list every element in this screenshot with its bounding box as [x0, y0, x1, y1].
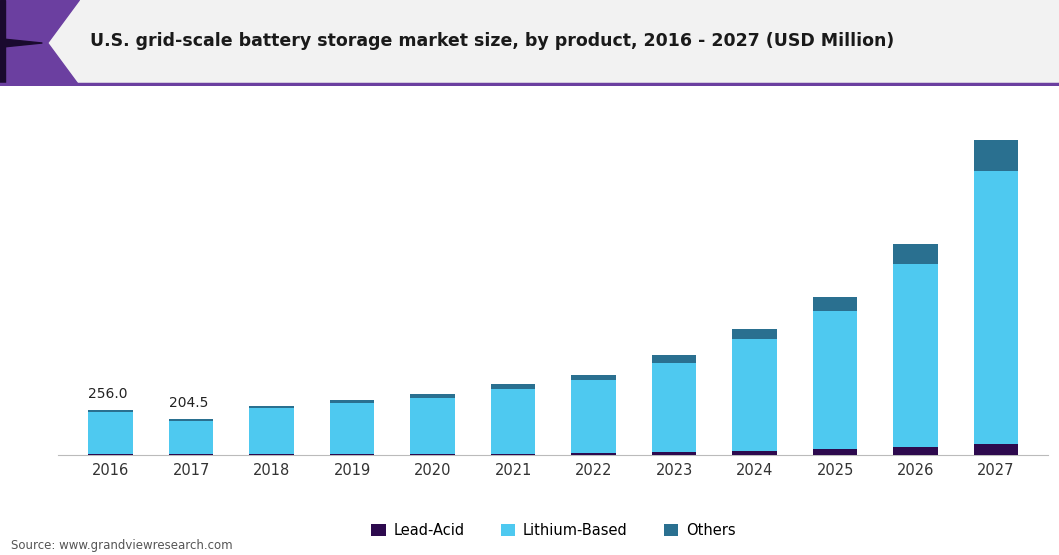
- Bar: [250, 406, 293, 408]
- Text: Source: www.grandviewresearch.com: Source: www.grandviewresearch.com: [11, 539, 232, 552]
- Bar: [572, 380, 615, 453]
- Bar: [813, 297, 857, 311]
- Bar: [974, 170, 1018, 443]
- Bar: [733, 339, 776, 451]
- Polygon shape: [0, 39, 42, 86]
- Bar: [169, 421, 213, 455]
- Bar: [491, 385, 535, 389]
- Bar: [813, 450, 857, 455]
- Bar: [894, 447, 937, 455]
- Bar: [250, 454, 293, 455]
- Bar: [411, 394, 454, 398]
- Bar: [330, 400, 374, 403]
- Bar: [89, 410, 132, 412]
- Text: U.S. grid-scale battery storage market size, by product, 2016 - 2027 (USD Millio: U.S. grid-scale battery storage market s…: [90, 32, 894, 51]
- Bar: [89, 412, 132, 455]
- Bar: [330, 454, 374, 455]
- Bar: [491, 453, 535, 455]
- Bar: [813, 311, 857, 450]
- Bar: [652, 452, 696, 455]
- Bar: [491, 389, 535, 453]
- Bar: [411, 398, 454, 454]
- Text: 256.0: 256.0: [88, 387, 127, 401]
- Polygon shape: [0, 0, 79, 86]
- Bar: [330, 403, 374, 454]
- Bar: [652, 362, 696, 452]
- Bar: [894, 244, 937, 264]
- Bar: [0, 0, 5, 86]
- Bar: [572, 453, 615, 455]
- Bar: [894, 264, 937, 447]
- Legend: Lead-Acid, Lithium-Based, Others: Lead-Acid, Lithium-Based, Others: [365, 517, 741, 544]
- Bar: [411, 454, 454, 455]
- Bar: [733, 329, 776, 339]
- Text: 204.5: 204.5: [168, 396, 208, 410]
- Bar: [250, 408, 293, 454]
- Bar: [572, 375, 615, 380]
- Bar: [974, 140, 1018, 170]
- Bar: [974, 443, 1018, 455]
- Bar: [652, 355, 696, 362]
- Bar: [169, 419, 213, 421]
- Bar: [733, 451, 776, 455]
